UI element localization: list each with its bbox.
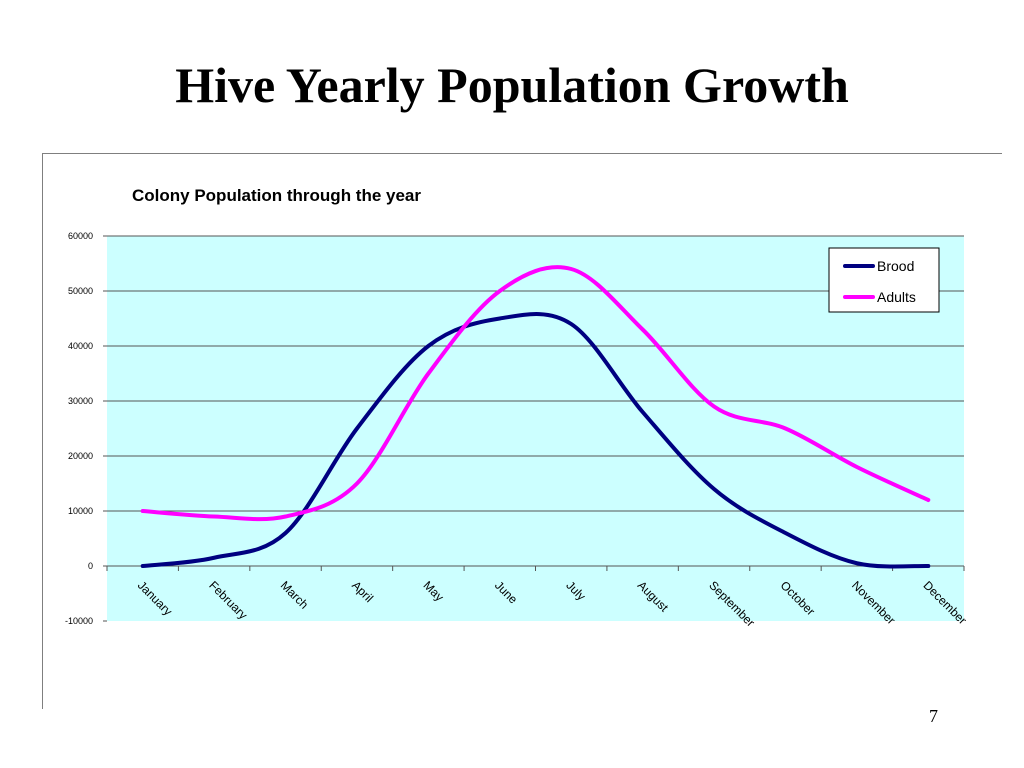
chart-legend: Brood Adults (828, 247, 940, 313)
series-line-brood (140, 312, 931, 569)
plot-area (107, 236, 964, 621)
y-tick-label: 60000 (68, 231, 93, 241)
slide-title: Hive Yearly Population Growth (175, 57, 849, 113)
legend-label-adults: Adults (877, 289, 916, 305)
y-tick-label: 30000 (68, 396, 93, 406)
page-number: 7 (929, 706, 938, 726)
legend-box (828, 247, 940, 313)
gridlines (107, 235, 964, 567)
y-tick-label: 0 (88, 561, 93, 571)
chart-frame-left-border (42, 153, 43, 709)
series-lines (140, 265, 931, 569)
series-line-adults (140, 265, 931, 522)
legend-label-brood: Brood (877, 258, 914, 274)
y-tick-label: 50000 (68, 286, 93, 296)
chart-frame-top-border (42, 153, 1002, 154)
y-tick-label: 40000 (68, 341, 93, 351)
y-tick-label: 20000 (68, 451, 93, 461)
chart-title: Colony Population through the year (132, 186, 421, 205)
y-tick-label: 10000 (68, 506, 93, 516)
y-tick-label: -10000 (65, 616, 93, 626)
